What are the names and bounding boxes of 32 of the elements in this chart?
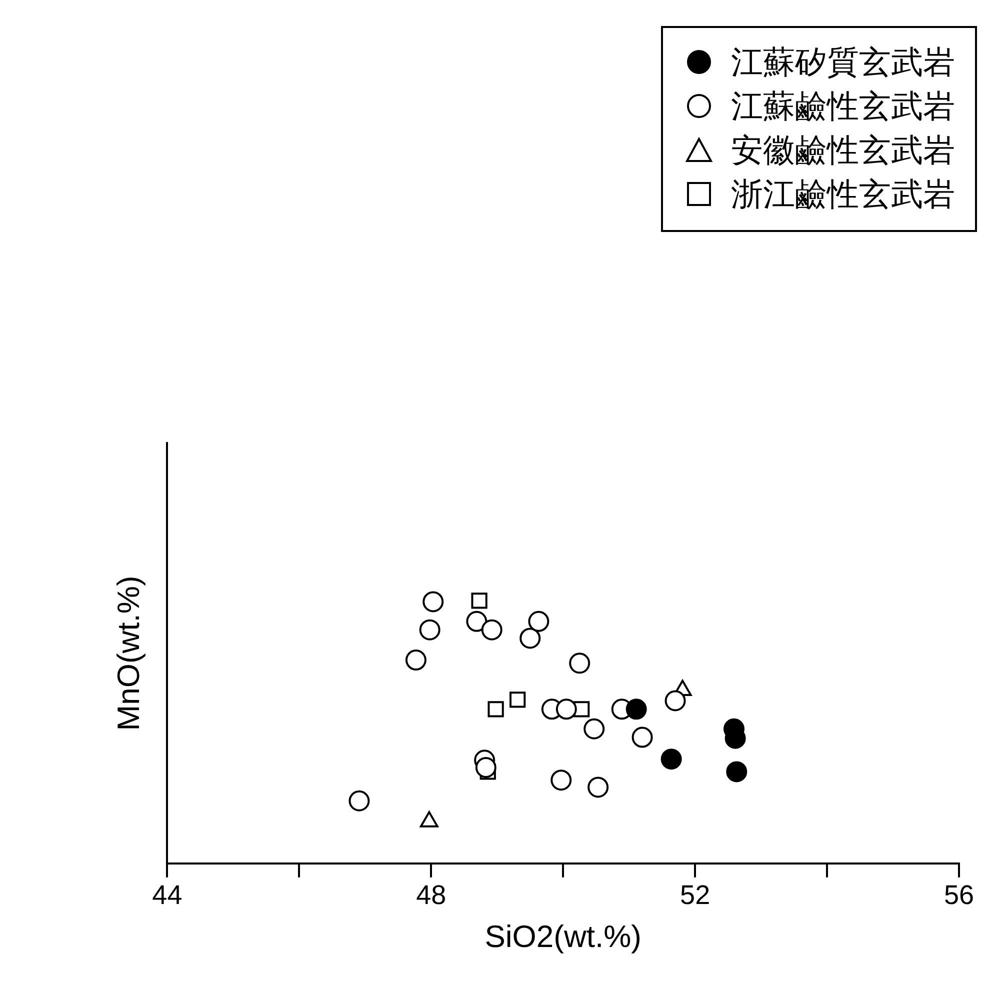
x-tick-label: 44 [152, 880, 182, 910]
point [348, 790, 370, 812]
point [660, 748, 682, 770]
point [584, 718, 605, 740]
y-axis-title: MnO(wt.%) [111, 576, 146, 731]
point [626, 698, 647, 720]
x-tick-label: 56 [944, 880, 974, 910]
point [556, 698, 577, 720]
point [520, 628, 541, 649]
x-tick-label: 52 [680, 880, 710, 910]
point [726, 761, 748, 782]
point [664, 690, 686, 712]
point [422, 591, 444, 612]
legend-label: 江蘇矽質玄武岩 [731, 43, 955, 82]
point [481, 619, 502, 640]
legend-label: 安徽鹼性玄武岩 [731, 131, 955, 170]
point [550, 770, 572, 791]
point [471, 592, 488, 609]
point [569, 652, 590, 674]
point [419, 619, 440, 640]
point [488, 701, 504, 718]
point [588, 776, 609, 798]
point [510, 692, 526, 708]
legend-label: 江蘇鹼性玄武岩 [731, 87, 955, 126]
point [632, 726, 653, 748]
point [528, 610, 550, 632]
point [475, 756, 496, 778]
point [466, 610, 488, 632]
x-axis-title: SiO2(wt.%) [484, 918, 642, 954]
point [405, 650, 426, 671]
x-tick-label: 48 [416, 880, 446, 910]
legend-label: 浙江鹼性玄武岩 [731, 175, 955, 214]
